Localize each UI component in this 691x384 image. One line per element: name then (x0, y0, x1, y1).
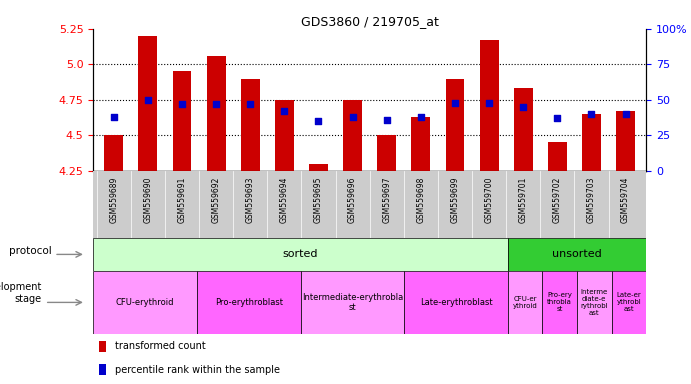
Text: unsorted: unsorted (552, 249, 602, 260)
Bar (99, 364, 106, 375)
Bar (275, 100, 294, 171)
Text: GSM559694: GSM559694 (280, 176, 289, 223)
Bar (309, 164, 328, 171)
Text: GSM559692: GSM559692 (211, 176, 220, 223)
Bar (343, 100, 362, 171)
Point (484, 99, 495, 106)
Bar (99, 341, 106, 352)
Text: CFU-erythroid: CFU-erythroid (116, 298, 174, 307)
Text: GSM559695: GSM559695 (314, 176, 323, 223)
Title: GDS3860 / 219705_at: GDS3860 / 219705_at (301, 15, 439, 28)
Text: GSM559703: GSM559703 (587, 176, 596, 223)
Bar (548, 142, 567, 171)
Bar (207, 56, 225, 171)
Bar (241, 78, 260, 171)
Point (381, 117, 392, 123)
Text: Intermediate-erythrobla
st: Intermediate-erythrobla st (302, 293, 403, 312)
Text: GSM559704: GSM559704 (621, 176, 630, 223)
Text: GSM559696: GSM559696 (348, 176, 357, 223)
Text: CFU-er
ythroid: CFU-er ythroid (513, 296, 538, 309)
Point (347, 114, 358, 120)
Bar (616, 111, 635, 171)
Bar (197, 271, 301, 334)
Point (313, 118, 324, 124)
Text: GSM559690: GSM559690 (144, 176, 153, 223)
Point (415, 114, 426, 120)
Bar (377, 136, 396, 171)
Point (518, 104, 529, 110)
Bar (411, 117, 430, 171)
Bar (138, 36, 158, 171)
Text: GSM559699: GSM559699 (451, 176, 460, 223)
Bar (514, 88, 533, 171)
Text: development stage: development stage (0, 282, 42, 304)
Bar (508, 238, 646, 271)
Bar (404, 271, 508, 334)
Point (245, 101, 256, 107)
Bar (104, 136, 123, 171)
Point (142, 97, 153, 103)
Bar (612, 271, 646, 334)
Bar (93, 271, 197, 334)
Point (108, 114, 120, 120)
Bar (173, 71, 191, 171)
Text: GSM559700: GSM559700 (484, 176, 493, 223)
Point (552, 115, 563, 121)
Text: GSM559697: GSM559697 (382, 176, 391, 223)
Text: GSM559698: GSM559698 (417, 176, 426, 223)
Text: sorted: sorted (283, 249, 319, 260)
Bar (480, 40, 498, 171)
Point (620, 111, 631, 117)
Text: percentile rank within the sample: percentile rank within the sample (115, 364, 281, 374)
Text: GSM559689: GSM559689 (109, 176, 118, 223)
Text: Interme
diate-e
rythrobl
ast: Interme diate-e rythrobl ast (580, 289, 608, 316)
Bar (542, 271, 577, 334)
Text: GSM559691: GSM559691 (178, 176, 187, 223)
Bar (446, 78, 464, 171)
Point (586, 111, 597, 117)
Point (279, 108, 290, 114)
Bar (93, 238, 508, 271)
Bar (301, 271, 404, 334)
Text: GSM559693: GSM559693 (246, 176, 255, 223)
Text: Pro-ery
throbla
st: Pro-ery throbla st (547, 292, 572, 313)
Text: Late-erythroblast: Late-erythroblast (419, 298, 493, 307)
Bar (582, 114, 601, 171)
Bar (508, 271, 542, 334)
Text: GSM559701: GSM559701 (519, 176, 528, 223)
Point (449, 99, 460, 106)
Text: protocol: protocol (8, 246, 51, 256)
Point (176, 101, 187, 107)
Text: Late-er
ythrobl
ast: Late-er ythrobl ast (616, 292, 641, 313)
Text: Pro-erythroblast: Pro-erythroblast (215, 298, 283, 307)
Text: transformed count: transformed count (115, 341, 206, 351)
Bar (577, 271, 612, 334)
Point (211, 101, 222, 107)
Text: GSM559702: GSM559702 (553, 176, 562, 223)
